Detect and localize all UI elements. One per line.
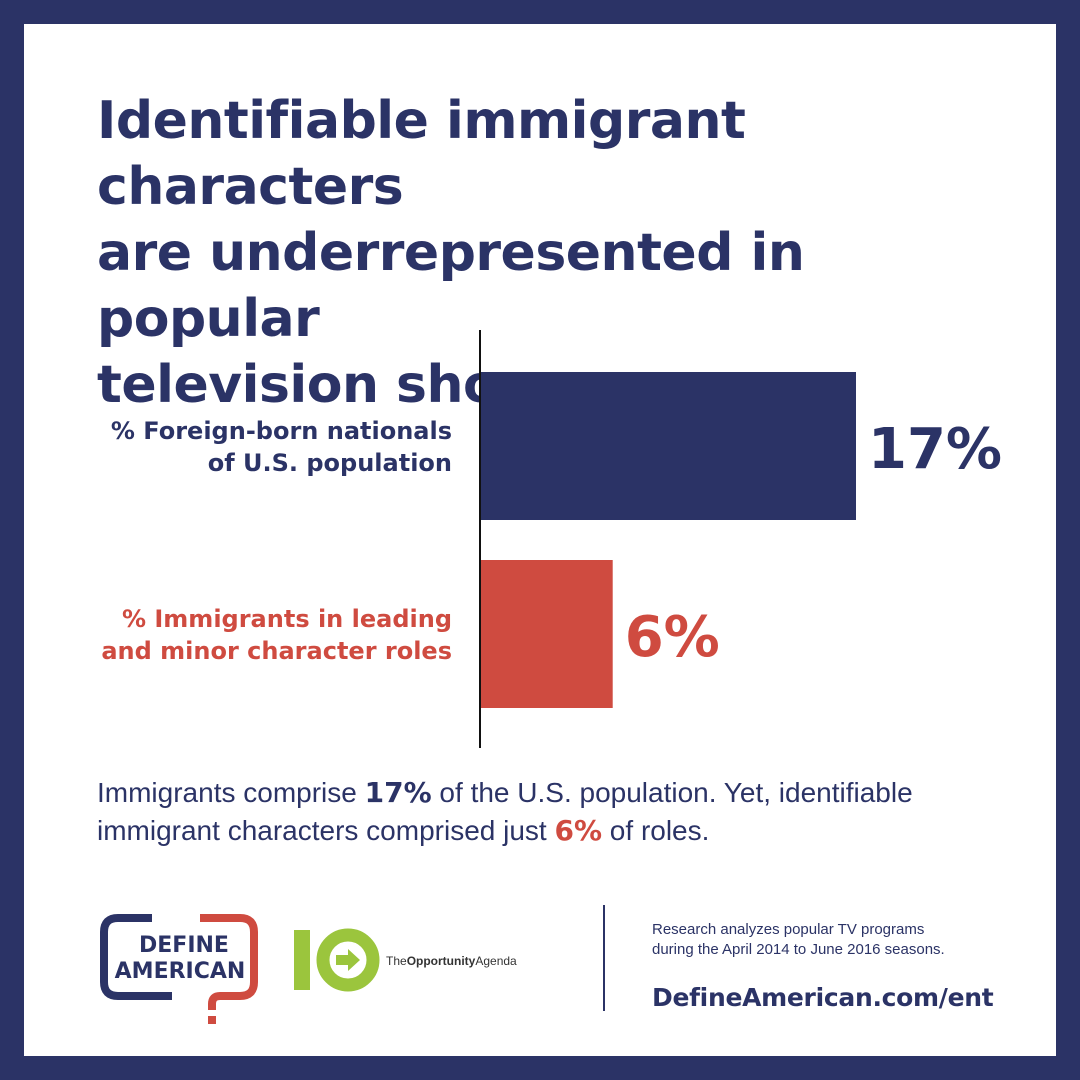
- website-link[interactable]: DefineAmerican.com/ent: [652, 983, 994, 1012]
- card-background: [24, 24, 1056, 1056]
- category-label: % Immigrants in leading: [122, 605, 452, 633]
- title-line: are underrepresented in popular: [97, 223, 805, 349]
- define-american-logo: DEFINE AMERICAN: [100, 914, 258, 1024]
- logo-text-american: AMERICAN: [115, 959, 246, 984]
- category-label: and minor character roles: [101, 637, 452, 665]
- bar: [480, 560, 613, 708]
- title-line: Identifiable immigrant characters: [97, 91, 746, 217]
- note-line: during the April 2014 to June 2016 seaso…: [652, 941, 945, 958]
- note-line: Research analyzes popular TV programs: [652, 921, 925, 938]
- footer-divider: [603, 905, 605, 1011]
- logo-digit-zero: [316, 928, 380, 992]
- logo-bracket-left: [100, 914, 172, 1000]
- logo-question-mark: [200, 914, 258, 1010]
- data-label: 17%: [868, 417, 1002, 482]
- arrow-icon: [336, 949, 360, 971]
- category-label: of U.S. population: [208, 449, 452, 477]
- summary-part: of the U.S. population. Yet, identifiabl…: [97, 777, 913, 846]
- logo-agenda-text: TheOpportunityAgenda: [386, 954, 517, 968]
- summary-text: Immigrants comprise 17% of the U.S. popu…: [97, 774, 997, 850]
- logo-question-dot: [208, 1016, 216, 1024]
- summary-value-roles: 6%: [554, 814, 603, 847]
- summary-value-population: 17%: [364, 776, 432, 809]
- category-label: % Foreign-born nationals: [111, 417, 452, 445]
- research-note: Research analyzes popular TV programs du…: [652, 920, 1052, 960]
- logo-digit-one: [294, 930, 310, 990]
- logo-text-define: DEFINE: [139, 933, 229, 958]
- summary-part: Immigrants comprise: [97, 777, 365, 808]
- data-label: 6%: [625, 605, 720, 670]
- summary-part: of roles.: [602, 815, 710, 846]
- opportunity-agenda-logo: TheOpportunityAgenda: [294, 928, 517, 992]
- bar: [480, 372, 856, 520]
